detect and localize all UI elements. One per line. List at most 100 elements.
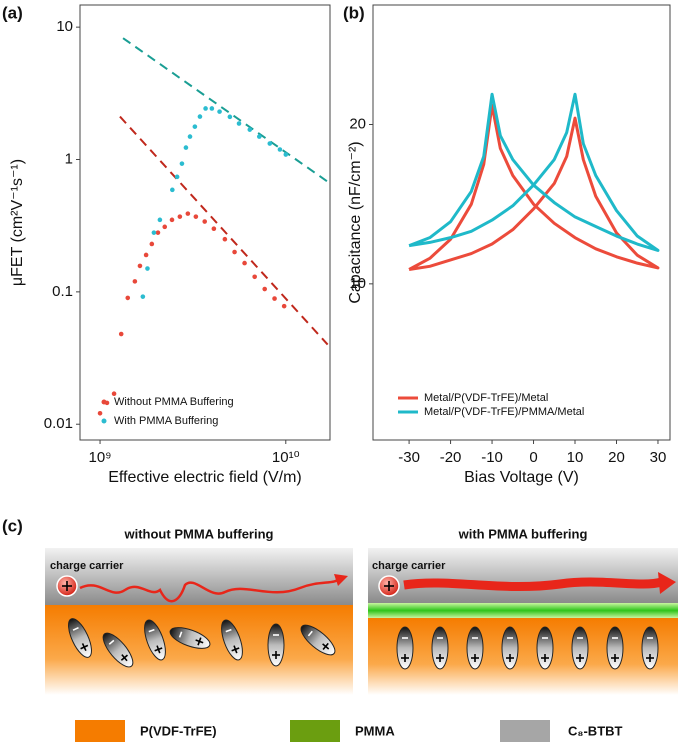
data-point — [262, 286, 268, 292]
x-tick-label: 20 — [608, 449, 625, 466]
legend-swatch — [290, 720, 340, 742]
data-point — [132, 279, 138, 284]
data-point — [256, 134, 262, 139]
y-axis-label: μFET (cm²V⁻¹s⁻¹) — [9, 159, 26, 286]
data-point — [179, 161, 185, 166]
data-point — [277, 147, 283, 152]
data-point — [174, 174, 180, 180]
legend-swatch — [75, 720, 125, 742]
data-point — [283, 152, 289, 157]
legend-label: PMMA — [355, 723, 395, 738]
data-point — [203, 106, 208, 111]
dipole — [396, 626, 414, 670]
data-point — [192, 124, 198, 129]
x-tick-label: -20 — [440, 449, 462, 466]
y-tick-label: 20 — [349, 115, 366, 132]
panel-label: (c) — [2, 516, 23, 535]
legend-label: With PMMA Buffering — [114, 415, 218, 427]
data-point — [140, 294, 146, 299]
y-tick-label: 10 — [349, 275, 366, 292]
legend-marker — [101, 418, 107, 424]
data-point — [281, 303, 287, 309]
data-line — [408, 103, 660, 271]
diagram: (c) without PMMA buffering with PMMA buf… — [2, 516, 678, 742]
dipole — [641, 626, 659, 670]
x-tick-label: 0 — [529, 449, 537, 466]
data-point — [145, 266, 150, 271]
trend-line — [119, 115, 329, 346]
data-point — [97, 410, 103, 416]
y-tick-label: 1 — [65, 150, 73, 167]
data-point — [170, 187, 175, 193]
dipole — [466, 626, 484, 670]
data-point — [211, 226, 217, 232]
pvdf-layer — [45, 605, 353, 695]
carrier-label: charge carrier — [372, 560, 446, 572]
data-point — [252, 274, 257, 280]
y-tick-label: 0.01 — [44, 415, 73, 432]
trend-line — [122, 37, 329, 183]
data-point — [197, 114, 203, 119]
panel-label: (b) — [343, 3, 365, 22]
carrier-label: charge carrier — [50, 560, 124, 572]
data-point — [272, 296, 277, 301]
panel-label: (a) — [2, 3, 23, 22]
c8-btbt-layer — [45, 548, 353, 605]
dipole — [571, 626, 589, 670]
c8-btbt-layer — [368, 548, 678, 603]
plot-frame — [79, 4, 331, 441]
diagram-title: without PMMA buffering — [124, 526, 274, 541]
dipole — [501, 626, 519, 670]
data-point — [143, 252, 149, 258]
data-point — [169, 217, 175, 223]
data-line — [408, 92, 660, 252]
dipole — [431, 626, 449, 670]
data-point — [111, 391, 117, 397]
y-tick-label: 10 — [56, 18, 73, 35]
x-tick-label: -10 — [481, 449, 503, 466]
data-point — [227, 114, 233, 120]
data-point — [118, 331, 124, 337]
data-point — [267, 141, 273, 146]
data-point — [187, 134, 193, 139]
dipole — [536, 626, 554, 670]
charge-carrier — [56, 575, 78, 597]
arrow-head — [334, 574, 348, 586]
x-tick-label: 10¹⁰ — [272, 449, 300, 466]
carrier-path — [403, 577, 664, 592]
legend-label: C₈-BTBT — [568, 723, 623, 738]
carrier-path — [79, 577, 342, 603]
data-point — [242, 260, 247, 266]
y-axis-label: Capacitance (nF/cm⁻²) — [347, 141, 364, 303]
data-point — [177, 214, 183, 219]
legend-label: P(VDF-TrFE) — [140, 723, 217, 738]
data-point — [157, 217, 163, 223]
legend-label: Metal/P(VDF-TrFE)/PMMA/Metal — [424, 406, 584, 418]
data-point — [236, 121, 242, 126]
diagram-title: with PMMA buffering — [458, 526, 588, 541]
data-point — [222, 236, 228, 242]
data-point — [125, 295, 131, 301]
arrow-head — [658, 572, 676, 594]
pvdf-layer — [368, 618, 678, 695]
data-point — [247, 127, 253, 132]
dipole — [606, 626, 624, 670]
data-point — [232, 249, 237, 255]
x-tick-label: 30 — [650, 449, 667, 466]
data-point — [151, 230, 157, 235]
data-point — [202, 219, 208, 224]
data-point — [155, 230, 161, 235]
x-tick-label: 10⁹ — [88, 449, 111, 466]
x-axis-label: Bias Voltage (V) — [464, 469, 579, 486]
legend-label: Without PMMA Buffering — [114, 396, 234, 408]
legend-marker — [101, 399, 107, 405]
data-point — [193, 214, 199, 219]
y-tick-label: 0.1 — [52, 283, 73, 300]
pmma-layer — [368, 603, 678, 618]
data-point — [149, 241, 155, 247]
x-tick-label: -30 — [398, 449, 420, 466]
plot-frame — [372, 4, 671, 441]
data-point — [217, 109, 222, 114]
legend-swatch — [500, 720, 550, 742]
